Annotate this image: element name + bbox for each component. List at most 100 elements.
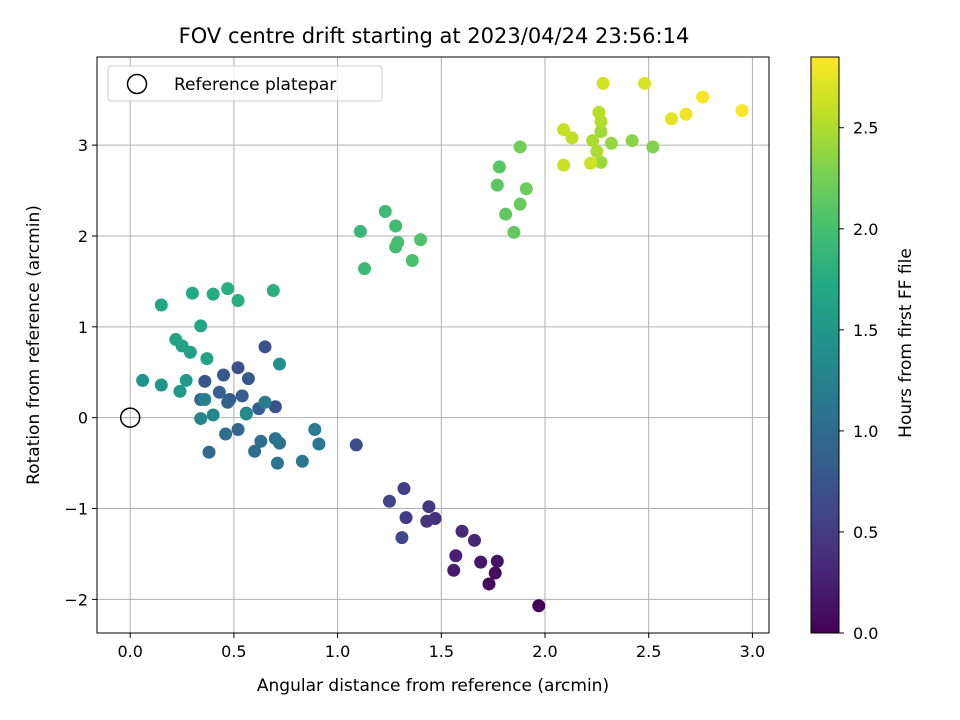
y-axis-label: Rotation from reference (arcmin) xyxy=(24,205,44,485)
data-point xyxy=(447,563,461,577)
plot-area: 0.0 0.5 1.0 1.5 2.0 2.5 3.0 −2 −1 0 1 2 3 xyxy=(64,56,770,661)
data-point xyxy=(295,454,309,468)
data-point xyxy=(696,90,710,104)
legend: Reference platepar xyxy=(107,65,383,102)
data-point xyxy=(270,456,284,470)
data-point xyxy=(248,444,262,458)
colorbar: 0.0 0.5 1.0 1.5 2.0 2.5 Hours from first FF f… xyxy=(810,56,916,643)
data-point xyxy=(513,197,527,211)
colorbar-tick-label: 0.0 xyxy=(853,624,878,643)
x-tick-label: 1.0 xyxy=(325,642,350,661)
data-point xyxy=(217,368,231,382)
data-point xyxy=(594,124,608,138)
data-point xyxy=(474,555,488,569)
legend-entry-label: Reference platepar xyxy=(174,75,336,95)
data-point xyxy=(492,160,506,174)
x-axis-label: Angular distance from reference (arcmin) xyxy=(257,676,609,696)
data-point xyxy=(625,134,639,148)
reference-layer xyxy=(119,407,141,428)
data-point xyxy=(258,340,272,354)
data-point xyxy=(221,395,235,409)
x-tick-label: 0.0 xyxy=(117,642,142,661)
data-point xyxy=(592,105,606,119)
data-point xyxy=(584,156,598,170)
data-point xyxy=(482,577,496,591)
data-point xyxy=(266,283,280,297)
data-point xyxy=(389,219,403,233)
y-tick-label: −2 xyxy=(64,590,88,609)
colorbar-tick-label: 1.5 xyxy=(853,321,878,340)
data-point xyxy=(231,422,245,436)
data-point xyxy=(395,531,409,545)
colorbar-label: Hours from first FF file xyxy=(896,248,916,438)
plot-frame xyxy=(96,56,770,634)
data-point xyxy=(273,357,287,371)
x-tick-label: 2.0 xyxy=(532,642,557,661)
grid xyxy=(97,57,769,633)
x-tick-label: 3.0 xyxy=(740,642,765,661)
data-point xyxy=(420,514,434,528)
colorbar-tick-label: 1.0 xyxy=(853,422,878,441)
data-point xyxy=(231,293,245,307)
data-point xyxy=(200,352,214,366)
data-point xyxy=(268,400,282,414)
data-point xyxy=(169,333,183,347)
data-point xyxy=(488,566,502,580)
y-tick-label: 2 xyxy=(78,227,88,246)
data-point xyxy=(154,378,168,392)
data-point xyxy=(646,140,660,154)
data-point xyxy=(173,384,187,398)
data-point xyxy=(519,182,533,196)
data-point xyxy=(198,393,212,407)
y-tick-label: −1 xyxy=(64,500,88,519)
data-point xyxy=(198,374,212,388)
data-point xyxy=(604,136,618,150)
data-point xyxy=(378,204,392,218)
data-point xyxy=(194,319,208,333)
data-point xyxy=(154,298,168,312)
data-point xyxy=(596,76,610,90)
data-point xyxy=(194,412,208,426)
data-point xyxy=(312,437,326,451)
data-point xyxy=(399,511,413,525)
x-tick-label: 0.5 xyxy=(221,642,246,661)
y-tick-label: 3 xyxy=(78,136,88,155)
data-point xyxy=(349,438,363,452)
legend-marker-open-circle-icon xyxy=(126,73,148,95)
data-point xyxy=(557,123,571,137)
data-point xyxy=(239,407,253,421)
data-point xyxy=(273,436,287,450)
data-point xyxy=(499,207,513,221)
colorbar-gradient xyxy=(811,57,839,633)
data-point xyxy=(565,131,579,145)
data-point xyxy=(490,554,504,568)
data-point xyxy=(136,373,150,387)
colorbar-tick-label: 2.0 xyxy=(853,220,878,239)
data-point xyxy=(241,372,255,386)
data-point xyxy=(219,427,233,441)
data-point xyxy=(405,254,419,268)
y-tick-label: 0 xyxy=(78,409,88,428)
x-tick-label: 1.5 xyxy=(429,642,454,661)
data-point xyxy=(308,422,322,436)
data-point xyxy=(507,225,521,239)
reference-platepar-marker xyxy=(119,407,141,428)
data-point xyxy=(258,395,272,409)
x-tick-label: 2.5 xyxy=(636,642,661,661)
data-point xyxy=(513,140,527,154)
data-point xyxy=(235,389,249,403)
data-point xyxy=(665,112,679,126)
colorbar-tick-label: 0.5 xyxy=(853,523,878,542)
data-point xyxy=(422,500,436,514)
data-point xyxy=(391,235,405,249)
data-point xyxy=(467,533,481,547)
data-point xyxy=(206,287,220,301)
data-point xyxy=(590,144,604,158)
data-point xyxy=(254,434,268,448)
y-tick-label: 1 xyxy=(78,318,88,337)
data-point xyxy=(397,482,411,496)
data-point xyxy=(638,76,652,90)
legend-box xyxy=(107,65,383,102)
colorbar-frame xyxy=(810,56,840,634)
